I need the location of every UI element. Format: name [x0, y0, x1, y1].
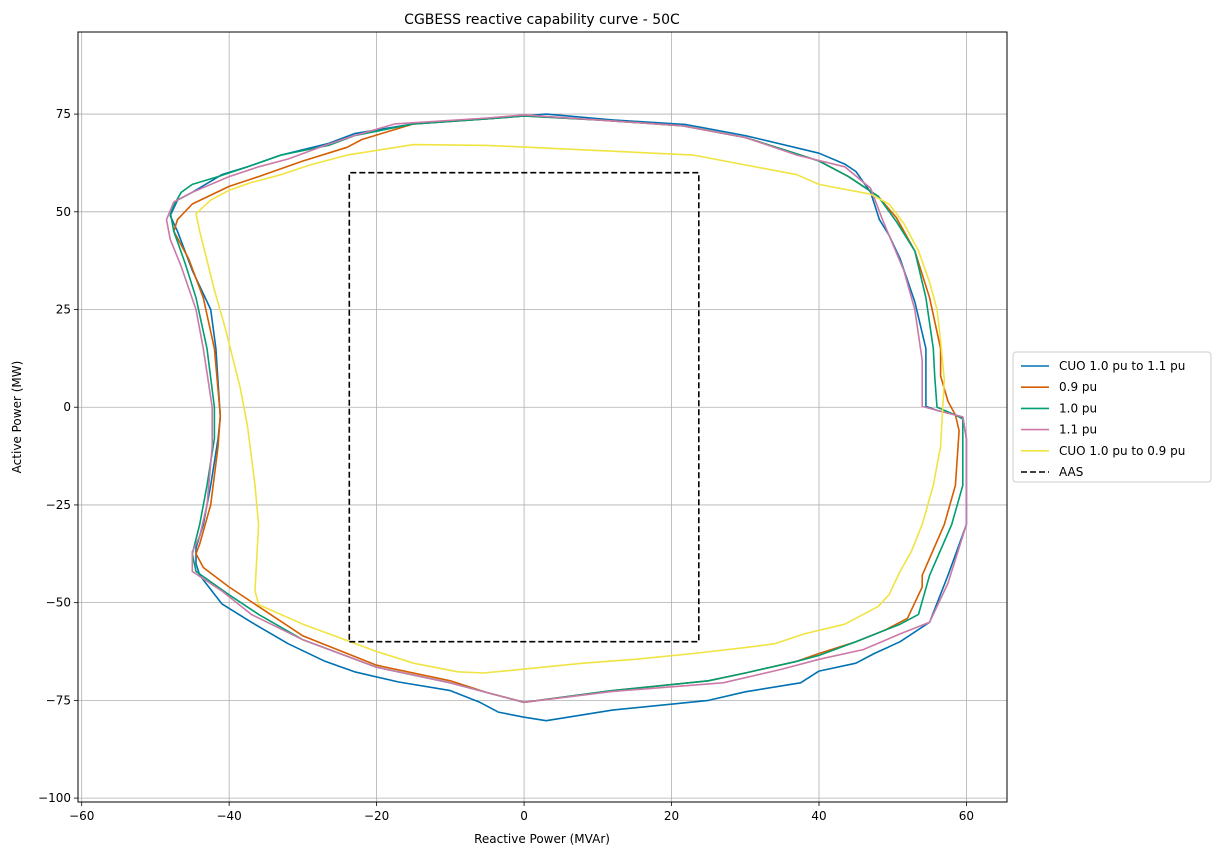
y-tick-label: 0 — [63, 400, 71, 414]
y-tick-label: 50 — [56, 205, 71, 219]
y-tick-label: −50 — [46, 596, 71, 610]
x-tick-label: 20 — [664, 809, 679, 823]
y-tick-label: 75 — [56, 107, 71, 121]
axis-ticks: −60 −40 −20 0 20 40 60 −100 −75 −50 −25 0 25 50 75 — [38, 107, 974, 823]
y-tick-label: −25 — [46, 498, 71, 512]
series-line-4 — [165, 114, 968, 704]
legend-entry-label: 1.1 pu — [1059, 423, 1097, 437]
x-tick-label: −20 — [364, 809, 389, 823]
y-tick-label: 25 — [56, 303, 71, 317]
legend-entry-label: CUO 1.0 pu to 0.9 pu — [1059, 444, 1185, 458]
chart-title: CGBESS reactive capability curve - 50C — [404, 12, 680, 28]
legend-entry-label: 0.9 pu — [1059, 380, 1097, 394]
series-line-6 — [348, 171, 700, 643]
series-line-2 — [173, 115, 960, 704]
legend-entry-label: AAS — [1059, 465, 1083, 479]
x-tick-label: 40 — [811, 809, 826, 823]
plot-frame — [77, 31, 1008, 803]
x-tick-label: −40 — [216, 809, 241, 823]
y-axis-label: Active Power (MW) — [10, 361, 24, 474]
y-tick-label: −100 — [38, 791, 71, 805]
series-line-5 — [195, 143, 946, 674]
series-lines — [165, 113, 968, 722]
legend-box — [1012, 351, 1212, 483]
legend: CUO 1.0 pu to 1.1 pu 0.9 pu 1.0 pu 1.1 pu CU… — [1012, 351, 1212, 483]
series-line-3 — [169, 115, 964, 704]
x-tick-label: 60 — [959, 809, 974, 823]
legend-entry-label: CUO 1.0 pu to 1.1 pu — [1059, 359, 1185, 373]
x-tick-label: −60 — [69, 809, 94, 823]
y-tick-label: −75 — [46, 693, 71, 707]
series-line-1 — [169, 113, 968, 722]
x-axis-label: Reactive Power (MVAr) — [474, 832, 610, 846]
legend-entry-label: 1.0 pu — [1059, 401, 1097, 415]
x-tick-label: 0 — [520, 809, 528, 823]
